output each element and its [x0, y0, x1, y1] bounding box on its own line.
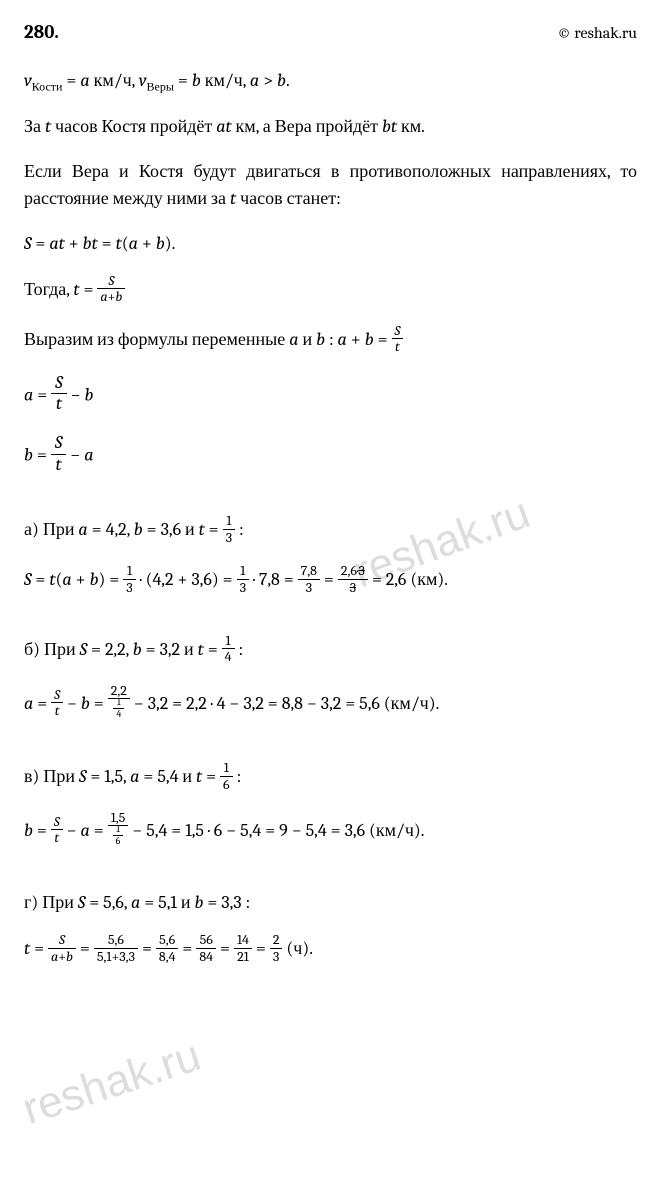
part-d-cond: г) При S = 5,6, a = 5,1 и b = 3,3 :	[24, 889, 637, 916]
part-a-cond: а) При a = 4,2, b = 3,6 и t = 13 :	[24, 515, 637, 547]
part-d-calc: t = Sa+b = 5,65,1+3,3 = 5,68,4 = 5684 = …	[24, 934, 637, 966]
part-c-calc: b = St − a = 1,516 − 5,4 = 1,5 · 6 − 5,4…	[24, 812, 637, 851]
paragraph: Если Вера и Костя будут двигаться в прот…	[24, 158, 637, 212]
header: 280. © reshak.ru	[24, 18, 637, 47]
equation-s: S = at + bt = t(a + b).	[24, 230, 637, 257]
part-a-calc: S = t(a + b) = 13 · (4,2 + 3,6) = 13 · 7…	[24, 565, 637, 597]
site-credit: © reshak.ru	[557, 21, 637, 45]
equation-b: b = St − a	[24, 435, 637, 477]
express-ab: Выразим из формулы переменные a и b : a …	[24, 325, 637, 357]
equation-a: a = St − b	[24, 375, 637, 417]
watermark: reshak.ru	[14, 1023, 209, 1142]
equation-t: Тогда, t = Sa+b	[24, 275, 637, 307]
given-line: vКости = a км/ч, vВеры = b км/ч, a > b.	[24, 67, 637, 96]
paragraph: За t часов Костя пройдёт at км, а Вера п…	[24, 113, 637, 140]
part-b-calc: a = St − b = 2,214 − 3,2 = 2,2 · 4 − 3,2…	[24, 685, 637, 724]
problem-number: 280.	[24, 18, 59, 47]
part-b-cond: б) При S = 2,2, b = 3,2 и t = 14 :	[24, 635, 637, 667]
part-c-cond: в) При S = 1,5, a = 5,4 и t = 16 :	[24, 762, 637, 794]
